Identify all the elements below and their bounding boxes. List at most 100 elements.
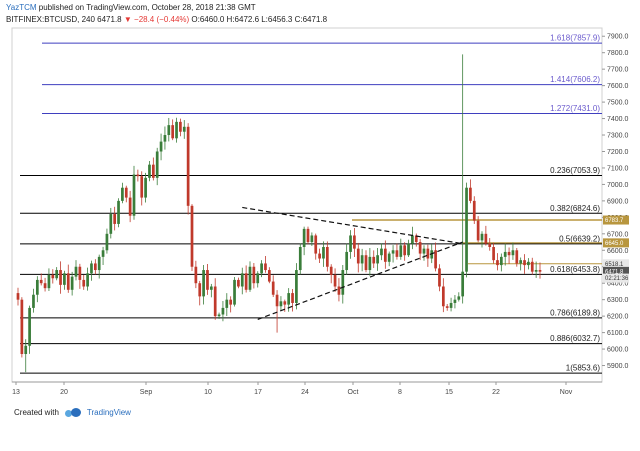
candle-body [155,151,159,178]
candle-body [233,279,236,305]
candles [16,54,542,373]
candle-body [484,233,488,244]
down-arrow-icon: ▼ [123,15,132,24]
fib-label: 0.618(6453.8) [550,265,600,274]
candle-body [132,174,136,216]
candle-body [314,235,318,254]
time-axis[interactable]: 13 20 Sep 10 17 24 Oct 8 15 22 Nov [12,382,573,396]
candle-body [144,177,147,198]
candle-body [194,266,198,284]
candle-body [295,270,298,303]
candle-body [63,273,66,285]
fib-label: 1.272(7431.0) [550,104,600,113]
y-tick-label: 6000.0 [607,347,629,354]
candle-body [457,296,461,300]
y-tick-label: 6900.0 [607,198,629,205]
author-link[interactable]: YazTCM [6,3,37,12]
candle-body [264,263,267,271]
price-tag-box [603,273,629,283]
candle-body [287,293,291,305]
candle-body [244,273,248,290]
candle-body [182,126,186,132]
candle-body [74,266,78,277]
y-tick-label: 7800.0 [607,50,629,57]
candle-body [209,286,213,290]
candle-body [523,260,526,266]
candle-body [368,256,372,271]
price-tag-label: 6645.0 [605,241,624,247]
fib-levels: 1.618(7857.9) 1.414(7606.2) 1.272(7431.0) 0… [20,34,602,374]
tradingview-logo-icon [64,408,81,417]
candle-body [488,243,492,247]
candle-body [418,242,422,254]
candle-body [472,200,476,221]
candle-body [240,273,244,287]
price-change: −28.4 (−0.44%) [134,15,190,24]
candle-body [414,235,418,243]
candle-body [395,250,399,257]
candle-body [109,214,113,234]
candle-body [16,293,20,300]
y-tick-label: 7300.0 [607,133,629,140]
price-axis[interactable]: 7900.0 7800.0 7700.0 7600.0 7500.0 7400.0 7300… [602,34,629,370]
x-tick-label: Sep [140,389,153,396]
candle-body [364,255,368,271]
symbol-line: BITFINEX:BTCUSD, 240 6471.8 ▼ −28.4 (−0.… [6,15,327,24]
candle-body [97,256,101,271]
candle-body [47,274,51,289]
price-tag-box [603,259,629,269]
price-tag-box [603,238,629,248]
candle-body [206,270,209,290]
fib-label: 1.618(7857.9) [550,34,600,43]
y-tick-label: 7100.0 [607,165,629,172]
x-tick-label: 10 [204,389,212,396]
fib-label: 0.786(6189.8) [550,308,600,317]
candle-body [461,271,465,297]
y-tick-label: 6300.0 [607,297,629,304]
candle-body [503,251,507,257]
candle-body [403,245,407,256]
candle-body [480,233,484,241]
x-tick-label: Nov [560,389,573,396]
trend-line-dashed [242,206,463,245]
y-tick-label: 6600.0 [607,248,629,255]
candle-body [318,253,321,259]
candle-body [329,266,333,275]
candle-body [190,205,194,267]
candle-body [136,174,140,177]
x-tick-label: 8 [398,389,402,396]
candle-body [51,274,55,279]
candle-body [453,299,457,303]
candle-body [59,270,62,285]
candle-body [507,251,511,256]
candle-body [256,273,260,284]
candle-body [171,125,175,139]
candle-body [298,246,302,271]
candle-body [70,276,74,290]
y-tick-label: 6400.0 [607,281,629,288]
candle-body [28,307,31,346]
fib-label: 0.236(7053.9) [550,166,600,175]
candle-body [275,294,279,307]
created-with-label: Created with [14,408,59,417]
candle-body [337,286,341,295]
candle-body [225,299,229,308]
candle-body [383,248,387,262]
y-tick-label: 7400.0 [607,116,629,123]
candle-body [372,256,376,264]
candle-body [519,260,523,264]
candle-body [302,228,306,247]
tradingview-brand[interactable]: TradingView [86,408,131,417]
candle-body [43,283,47,289]
y-tick-label: 7900.0 [607,34,629,41]
y-tick-label: 7700.0 [607,67,629,74]
candle-body [538,270,542,272]
candle-body [128,197,132,216]
candle-body [407,243,410,256]
y-tick-label: 7600.0 [607,83,629,90]
candle-body [140,176,144,198]
candle-body [113,214,117,224]
candle-body [229,299,233,305]
candle-body [422,248,426,254]
